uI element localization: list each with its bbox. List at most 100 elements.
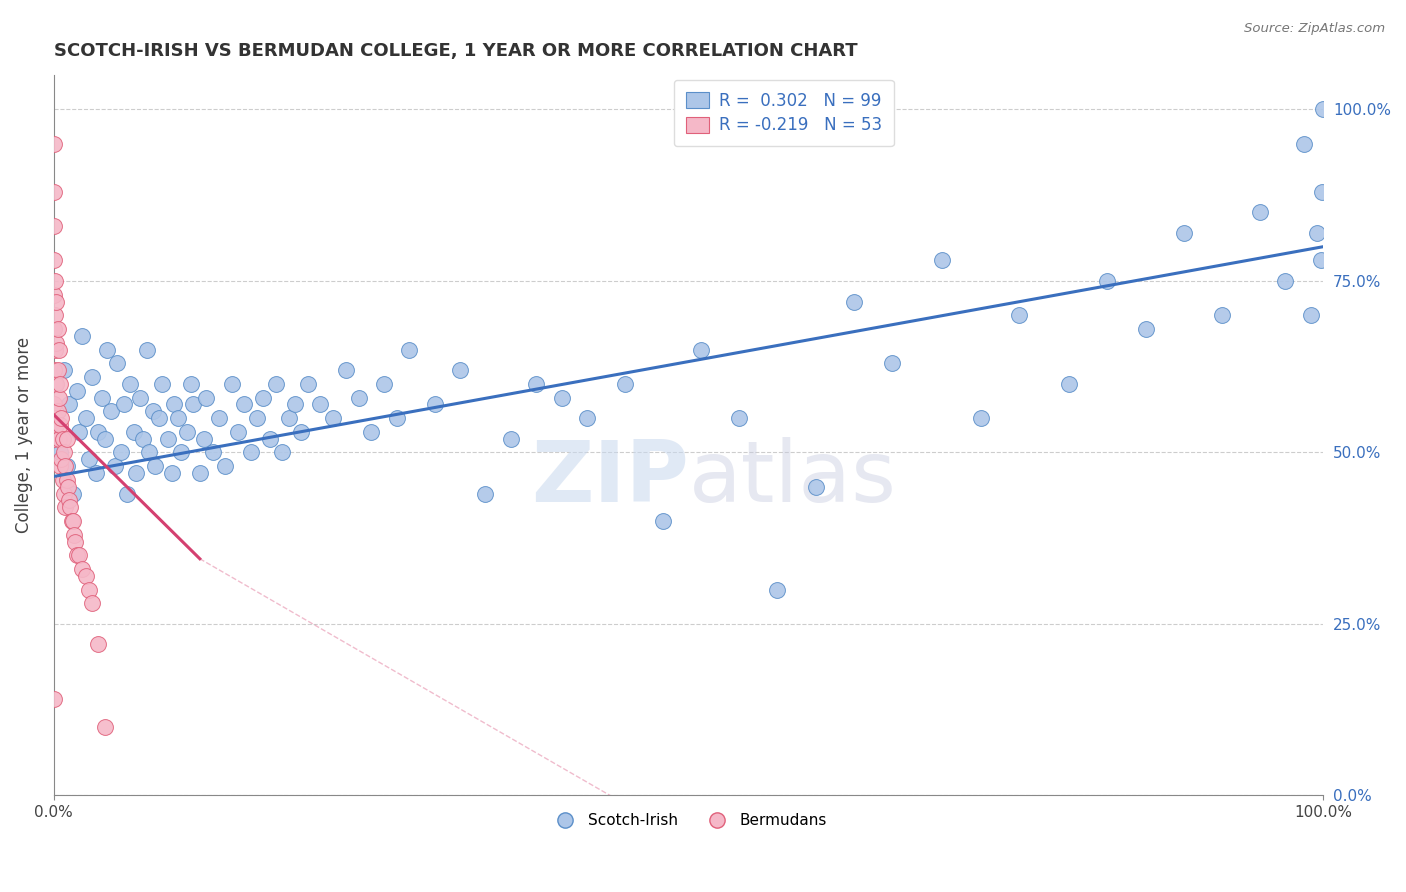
Point: [385, 411, 408, 425]
Point: [271, 445, 294, 459]
Point: [87, 425, 110, 439]
Point: [652, 514, 675, 528]
Point: [170, 445, 193, 459]
Point: [1306, 226, 1329, 240]
Point: [49, 445, 72, 459]
Point: [53, 363, 76, 377]
Point: [1310, 185, 1333, 199]
Point: [44, 343, 66, 357]
Point: [100, 404, 122, 418]
Point: [62, 514, 84, 528]
Point: [79, 452, 101, 467]
Point: [110, 445, 132, 459]
Point: [297, 376, 319, 391]
Point: [129, 391, 152, 405]
Point: [449, 363, 471, 377]
Point: [335, 363, 357, 377]
Point: [44, 274, 66, 288]
Point: [96, 343, 118, 357]
Point: [188, 466, 211, 480]
Point: [138, 445, 160, 459]
Point: [880, 356, 903, 370]
Point: [60, 514, 83, 528]
Point: [42, 692, 65, 706]
Point: [59, 500, 82, 515]
Point: [46, 322, 69, 336]
Point: [842, 294, 865, 309]
Point: [398, 343, 420, 357]
Point: [373, 376, 395, 391]
Point: [42, 397, 65, 411]
Point: [45, 335, 67, 350]
Point: [63, 528, 86, 542]
Point: [48, 391, 70, 405]
Point: [75, 411, 97, 425]
Point: [44, 376, 66, 391]
Point: [80, 596, 103, 610]
Point: [42, 185, 65, 199]
Point: [45, 294, 67, 309]
Point: [42, 363, 65, 377]
Point: [931, 253, 953, 268]
Point: [201, 445, 224, 459]
Point: [423, 397, 446, 411]
Point: [66, 384, 89, 398]
Point: [45, 417, 67, 432]
Point: [1211, 308, 1233, 322]
Point: [135, 343, 157, 357]
Point: [360, 425, 382, 439]
Point: [91, 391, 114, 405]
Point: [160, 466, 183, 480]
Point: [1312, 103, 1334, 117]
Point: [145, 459, 167, 474]
Point: [93, 720, 115, 734]
Point: [766, 582, 789, 597]
Point: [122, 425, 145, 439]
Point: [42, 219, 65, 233]
Point: [112, 397, 135, 411]
Point: [80, 370, 103, 384]
Point: [87, 638, 110, 652]
Text: atlas: atlas: [689, 437, 897, 520]
Point: [42, 287, 65, 301]
Point: [67, 425, 90, 439]
Point: [322, 411, 344, 425]
Point: [1173, 226, 1195, 240]
Text: ZIP: ZIP: [531, 437, 689, 520]
Point: [163, 397, 186, 411]
Point: [58, 397, 80, 411]
Y-axis label: College, 1 year or more: College, 1 year or more: [15, 337, 32, 533]
Point: [53, 445, 76, 459]
Point: [309, 397, 332, 411]
Point: [93, 432, 115, 446]
Point: [42, 322, 65, 336]
Point: [474, 486, 496, 500]
Point: [193, 432, 215, 446]
Point: [221, 376, 243, 391]
Point: [347, 391, 370, 405]
Point: [45, 376, 67, 391]
Point: [233, 397, 256, 411]
Point: [728, 411, 751, 425]
Point: [55, 432, 77, 446]
Point: [42, 253, 65, 268]
Point: [48, 432, 70, 446]
Point: [1135, 322, 1157, 336]
Point: [84, 466, 107, 480]
Legend: Scotch-Irish, Bermudans: Scotch-Irish, Bermudans: [544, 807, 832, 835]
Point: [42, 432, 65, 446]
Point: [246, 411, 269, 425]
Point: [252, 391, 274, 405]
Point: [53, 459, 76, 474]
Point: [1299, 308, 1322, 322]
Point: [264, 376, 287, 391]
Point: [969, 411, 991, 425]
Point: [46, 404, 69, 418]
Point: [79, 582, 101, 597]
Point: [180, 376, 202, 391]
Point: [148, 411, 170, 425]
Point: [44, 308, 66, 322]
Point: [49, 417, 72, 432]
Point: [49, 459, 72, 474]
Point: [167, 411, 190, 425]
